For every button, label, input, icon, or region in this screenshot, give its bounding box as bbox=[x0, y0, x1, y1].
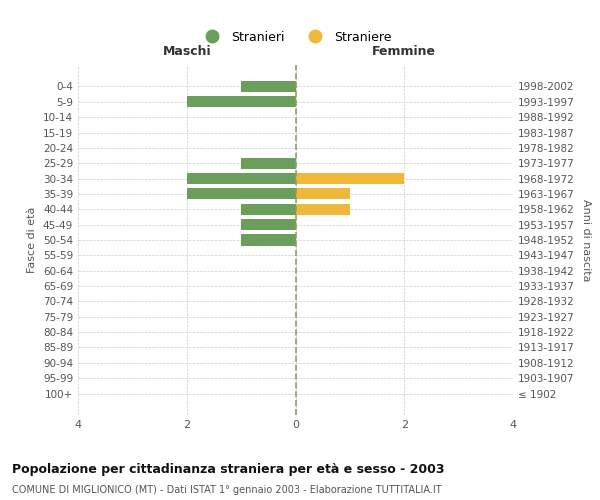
Y-axis label: Fasce di età: Fasce di età bbox=[28, 207, 37, 273]
Text: Maschi: Maschi bbox=[163, 45, 211, 58]
Bar bbox=[187, 188, 296, 200]
Text: Femmine: Femmine bbox=[372, 45, 436, 58]
Bar bbox=[187, 173, 296, 184]
Text: Popolazione per cittadinanza straniera per età e sesso - 2003: Popolazione per cittadinanza straniera p… bbox=[12, 462, 445, 475]
Bar bbox=[296, 173, 404, 184]
Legend: Stranieri, Straniere: Stranieri, Straniere bbox=[194, 26, 397, 49]
Bar bbox=[241, 204, 296, 215]
Bar bbox=[241, 158, 296, 168]
Bar bbox=[187, 96, 296, 108]
Bar bbox=[241, 219, 296, 230]
Y-axis label: Anni di nascita: Anni di nascita bbox=[581, 198, 591, 281]
Text: COMUNE DI MIGLIONICO (MT) - Dati ISTAT 1° gennaio 2003 - Elaborazione TUTTITALIA: COMUNE DI MIGLIONICO (MT) - Dati ISTAT 1… bbox=[12, 485, 442, 495]
Bar bbox=[241, 234, 296, 246]
Bar bbox=[296, 188, 350, 200]
Bar bbox=[241, 81, 296, 92]
Bar bbox=[296, 204, 350, 215]
